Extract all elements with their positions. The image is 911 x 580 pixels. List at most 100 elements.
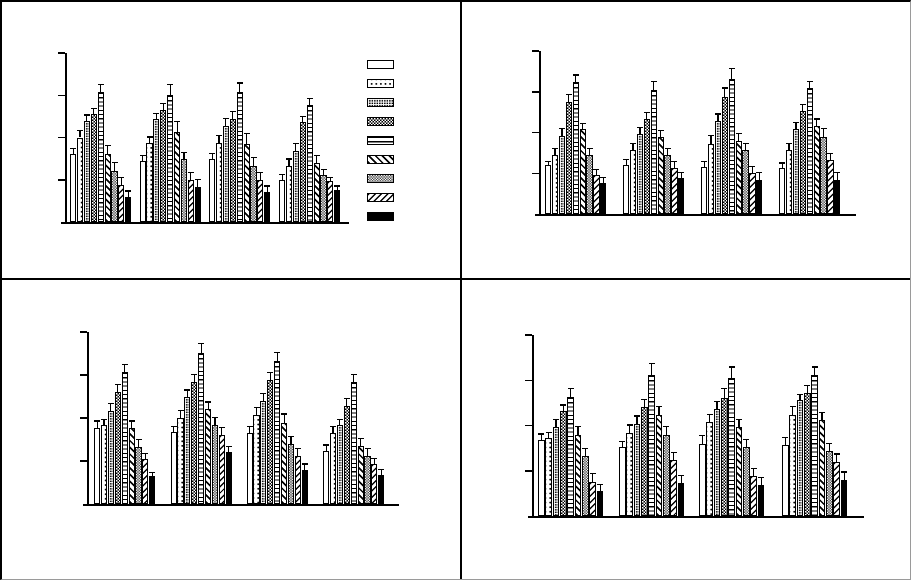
error-bar-whisker — [295, 144, 297, 151]
y-axis-tick — [80, 417, 87, 419]
error-bar-cap — [565, 93, 572, 96]
error-bar-whisker — [228, 447, 230, 453]
error-bar-whisker — [162, 103, 164, 111]
bar-solid-black — [125, 196, 132, 222]
error-bar-whisker — [246, 134, 248, 145]
error-bar-cap — [721, 388, 728, 390]
bar-fine-checkerboard — [343, 405, 350, 504]
bar-gray-checkerboard — [250, 166, 257, 222]
error-bar-whisker — [751, 166, 754, 174]
bar-solid-black — [225, 452, 232, 504]
error-bar-cap — [149, 471, 156, 474]
error-bar-whisker — [582, 124, 584, 130]
error-bar-whisker — [190, 172, 192, 180]
bar-plain-white — [619, 447, 626, 516]
bar-dense-dots — [336, 424, 343, 504]
error-bar-whisker — [784, 438, 786, 446]
error-bar-whisker — [575, 75, 577, 82]
bar-fine-checkerboard — [267, 380, 274, 504]
bar-diagonal-backslash — [655, 414, 663, 516]
legend-swatch-horizontal-lines — [367, 135, 394, 145]
error-bar-cap — [286, 158, 292, 160]
error-bar-whisker — [72, 149, 74, 155]
bar-diagonal-slash — [589, 481, 597, 516]
bar-gray-checkerboard — [287, 443, 295, 504]
error-bar-cap — [699, 435, 706, 437]
error-bar-whisker — [753, 468, 755, 477]
y-axis-tick — [532, 131, 539, 134]
error-bar-cap — [545, 431, 552, 433]
error-bar-cap — [833, 453, 840, 455]
error-bar-whisker — [366, 448, 369, 456]
y-axis-tick — [80, 331, 87, 333]
error-bar-cap — [586, 147, 593, 149]
bar-gray-checkerboard — [180, 159, 188, 222]
error-bar-whisker — [731, 68, 733, 79]
bar-dense-dots — [107, 411, 114, 504]
error-bar-cap — [83, 114, 90, 116]
error-bar-cap — [174, 121, 181, 123]
bar-sparse-dots — [76, 137, 84, 222]
error-bar-whisker — [680, 173, 682, 179]
error-bar-cap — [191, 373, 198, 376]
error-bar-whisker — [709, 414, 711, 422]
bar-sparse-dots — [707, 143, 715, 214]
error-bar-cap — [560, 404, 567, 406]
error-bar-whisker — [339, 419, 341, 425]
bar-diagonal-backslash — [735, 427, 743, 516]
error-bar-whisker — [336, 186, 338, 190]
bar-sparse-dots — [626, 432, 633, 516]
bar-fine-checkerboard — [114, 392, 121, 504]
error-bar-whisker — [155, 113, 157, 119]
error-bar-whisker — [186, 390, 188, 398]
bar-diagonal-slash — [142, 459, 149, 504]
bar-diagonal-slash — [833, 461, 841, 516]
bar-diagonal-slash — [670, 459, 678, 516]
error-bar-cap — [104, 144, 111, 147]
error-bar-cap — [813, 118, 820, 120]
y-axis-tick — [80, 374, 87, 376]
error-bar-whisker — [836, 173, 838, 180]
error-bar-cap — [288, 435, 294, 437]
bar-horizontal-lines — [306, 105, 313, 222]
y-axis-tick — [58, 179, 65, 181]
error-bar-whisker — [595, 169, 598, 175]
bar-horizontal-lines — [274, 361, 281, 504]
y-axis — [87, 332, 89, 506]
error-bar-whisker — [701, 436, 703, 444]
bar-diagonal-backslash — [357, 445, 364, 504]
error-bar-whisker — [554, 148, 556, 156]
bar-diagonal-backslash — [104, 154, 111, 222]
error-bar-cap — [205, 401, 212, 403]
error-bar-cap — [97, 84, 104, 86]
legend-swatch-sparse-dots — [367, 78, 394, 88]
error-bar-whisker — [197, 179, 199, 187]
bar-diagonal-slash — [749, 173, 756, 214]
bar-diagonal-backslash — [657, 137, 664, 214]
bar-horizontal-lines — [728, 78, 735, 214]
bar-dense-dots — [633, 423, 641, 516]
bar-plain-white — [246, 433, 253, 504]
bar-sparse-dots — [329, 433, 337, 504]
x-axis — [528, 516, 864, 518]
error-bar-cap — [218, 427, 225, 429]
bar-sparse-dots — [545, 438, 552, 516]
error-bar-cap — [323, 444, 330, 446]
error-bar-whisker — [795, 122, 797, 130]
error-bar-cap — [181, 151, 187, 153]
bar-sparse-dots — [215, 142, 223, 222]
error-bar-cap — [650, 80, 657, 83]
error-bar-cap — [114, 384, 121, 386]
error-bar-cap — [299, 116, 306, 118]
legend-swatch-gray-checkerboard — [367, 173, 394, 183]
y-axis — [532, 335, 534, 518]
error-bar-whisker — [113, 162, 116, 172]
error-bar-cap — [313, 154, 320, 157]
bar-gray-checkerboard — [663, 434, 670, 516]
legend-swatch-dense-dots — [367, 97, 394, 107]
bar-plain-white — [209, 159, 216, 222]
error-bar-cap — [253, 406, 260, 408]
error-bar-whisker — [716, 401, 718, 410]
error-bar-whisker — [252, 157, 255, 167]
error-bar-cap — [579, 123, 586, 125]
